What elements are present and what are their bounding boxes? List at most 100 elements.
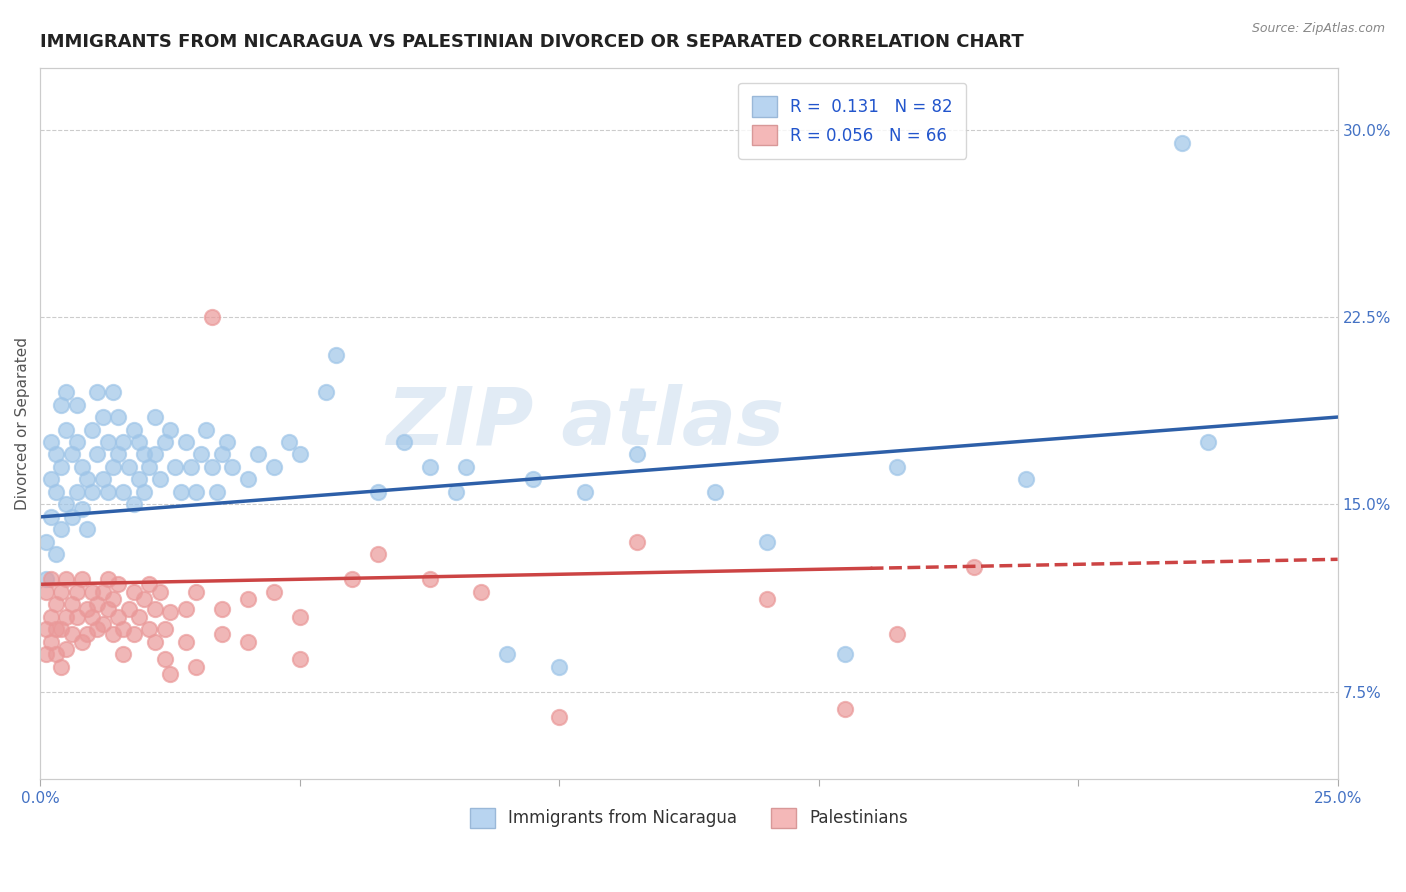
Point xyxy=(626,448,648,462)
Point xyxy=(834,702,856,716)
Point xyxy=(82,423,104,437)
Point xyxy=(134,484,156,499)
Point xyxy=(112,622,135,636)
Point xyxy=(39,509,62,524)
Point xyxy=(66,484,89,499)
Point xyxy=(39,609,62,624)
Point xyxy=(236,592,259,607)
Point xyxy=(128,609,150,624)
Point xyxy=(444,484,467,499)
Point xyxy=(39,435,62,450)
Point xyxy=(91,617,114,632)
Point xyxy=(288,448,311,462)
Point xyxy=(236,472,259,486)
Point xyxy=(101,460,124,475)
Point xyxy=(97,484,120,499)
Text: ZIP atlas: ZIP atlas xyxy=(387,384,785,462)
Point xyxy=(1197,435,1219,450)
Point xyxy=(367,547,389,561)
Legend: Immigrants from Nicaragua, Palestinians: Immigrants from Nicaragua, Palestinians xyxy=(464,801,914,835)
Point xyxy=(45,448,67,462)
Point xyxy=(247,448,270,462)
Point xyxy=(112,435,135,450)
Point xyxy=(55,497,77,511)
Point xyxy=(195,423,218,437)
Point xyxy=(66,584,89,599)
Point xyxy=(82,609,104,624)
Point xyxy=(39,572,62,586)
Point xyxy=(574,484,596,499)
Point xyxy=(1015,472,1038,486)
Point xyxy=(55,609,77,624)
Point xyxy=(122,584,145,599)
Point xyxy=(128,472,150,486)
Point xyxy=(112,647,135,661)
Point xyxy=(107,410,129,425)
Point xyxy=(82,584,104,599)
Point xyxy=(221,460,243,475)
Point xyxy=(34,534,56,549)
Point xyxy=(70,502,93,516)
Point xyxy=(66,435,89,450)
Point xyxy=(138,460,160,475)
Point xyxy=(138,577,160,591)
Point xyxy=(55,572,77,586)
Point xyxy=(392,435,415,450)
Point xyxy=(60,597,83,611)
Point xyxy=(91,410,114,425)
Point xyxy=(39,634,62,648)
Point xyxy=(91,584,114,599)
Point xyxy=(60,448,83,462)
Point xyxy=(51,460,73,475)
Point xyxy=(143,602,166,616)
Point xyxy=(143,448,166,462)
Text: Source: ZipAtlas.com: Source: ZipAtlas.com xyxy=(1251,22,1385,36)
Point xyxy=(107,609,129,624)
Point xyxy=(190,448,212,462)
Point xyxy=(138,622,160,636)
Point xyxy=(184,584,207,599)
Point xyxy=(55,385,77,400)
Point xyxy=(180,460,202,475)
Point xyxy=(184,484,207,499)
Point xyxy=(211,602,233,616)
Point xyxy=(143,410,166,425)
Point xyxy=(34,584,56,599)
Y-axis label: Divorced or Separated: Divorced or Separated xyxy=(15,337,30,510)
Point xyxy=(101,592,124,607)
Point xyxy=(496,647,519,661)
Point xyxy=(315,385,337,400)
Point xyxy=(886,460,908,475)
Point xyxy=(419,460,441,475)
Point xyxy=(86,448,108,462)
Point xyxy=(169,484,191,499)
Point xyxy=(39,472,62,486)
Point xyxy=(211,448,233,462)
Point xyxy=(45,647,67,661)
Point xyxy=(60,627,83,641)
Point xyxy=(97,602,120,616)
Point xyxy=(134,448,156,462)
Point xyxy=(963,559,986,574)
Point xyxy=(76,522,98,536)
Point xyxy=(51,522,73,536)
Point xyxy=(86,597,108,611)
Point xyxy=(153,652,176,666)
Point xyxy=(201,310,224,325)
Point xyxy=(82,484,104,499)
Point xyxy=(134,592,156,607)
Text: IMMIGRANTS FROM NICARAGUA VS PALESTINIAN DIVORCED OR SEPARATED CORRELATION CHART: IMMIGRANTS FROM NICARAGUA VS PALESTINIAN… xyxy=(41,33,1024,51)
Point xyxy=(112,484,135,499)
Point xyxy=(107,448,129,462)
Point xyxy=(97,435,120,450)
Point xyxy=(117,602,139,616)
Point xyxy=(101,385,124,400)
Point xyxy=(153,622,176,636)
Point xyxy=(51,622,73,636)
Point xyxy=(70,634,93,648)
Point xyxy=(122,497,145,511)
Point xyxy=(236,634,259,648)
Point xyxy=(66,609,89,624)
Point xyxy=(755,592,778,607)
Point xyxy=(60,509,83,524)
